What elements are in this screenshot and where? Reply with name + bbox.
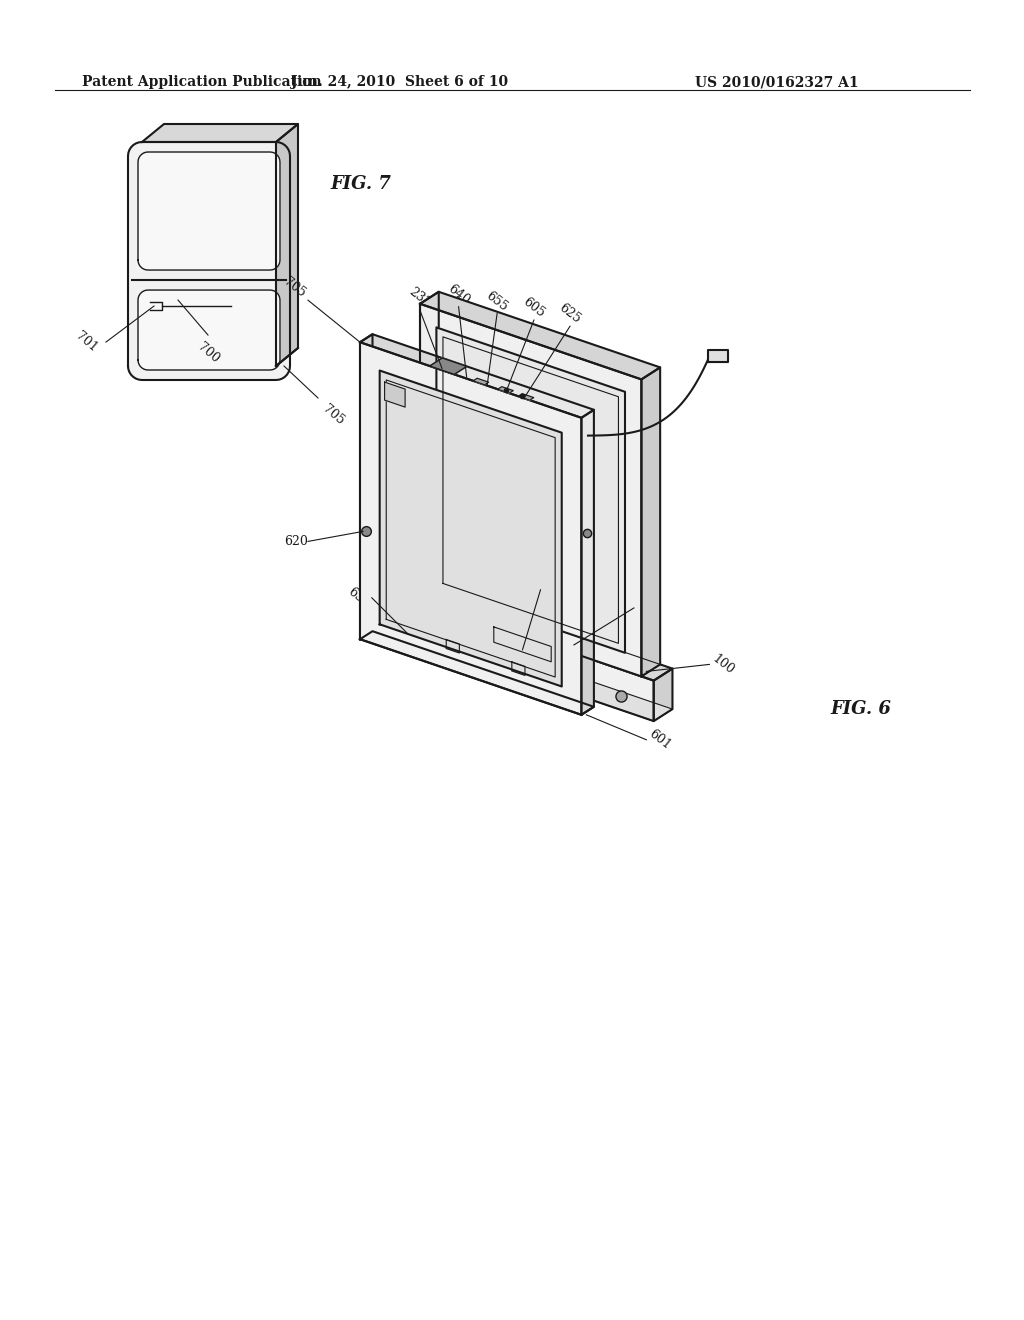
Polygon shape bbox=[641, 367, 660, 676]
Text: 620: 620 bbox=[284, 535, 308, 548]
Text: Jun. 24, 2010  Sheet 6 of 10: Jun. 24, 2010 Sheet 6 of 10 bbox=[292, 75, 509, 88]
Text: 705: 705 bbox=[319, 403, 346, 428]
Polygon shape bbox=[360, 334, 373, 639]
Polygon shape bbox=[360, 631, 594, 715]
Polygon shape bbox=[582, 409, 594, 715]
Polygon shape bbox=[138, 290, 280, 370]
Text: 605: 605 bbox=[520, 296, 548, 319]
Text: 635: 635 bbox=[345, 585, 372, 610]
Polygon shape bbox=[436, 327, 625, 653]
Text: FIG. 6: FIG. 6 bbox=[830, 700, 891, 718]
Polygon shape bbox=[408, 597, 653, 721]
Polygon shape bbox=[653, 669, 673, 721]
Polygon shape bbox=[473, 379, 488, 384]
Text: 300: 300 bbox=[634, 595, 660, 620]
Polygon shape bbox=[142, 124, 298, 143]
Text: Patent Application Publication: Patent Application Publication bbox=[82, 75, 322, 88]
Text: 232: 232 bbox=[407, 285, 433, 310]
Polygon shape bbox=[708, 350, 728, 362]
Polygon shape bbox=[420, 589, 660, 676]
Polygon shape bbox=[138, 152, 280, 271]
Polygon shape bbox=[360, 334, 594, 418]
Polygon shape bbox=[360, 342, 582, 715]
Polygon shape bbox=[430, 358, 467, 375]
Polygon shape bbox=[512, 661, 525, 676]
Text: 700: 700 bbox=[195, 341, 221, 366]
Text: 625: 625 bbox=[557, 301, 584, 326]
Text: 650: 650 bbox=[527, 565, 554, 590]
Text: 655: 655 bbox=[483, 289, 510, 314]
Text: 601: 601 bbox=[646, 727, 674, 752]
Polygon shape bbox=[420, 292, 660, 379]
Polygon shape bbox=[518, 393, 534, 400]
Polygon shape bbox=[494, 627, 551, 661]
Polygon shape bbox=[408, 626, 673, 721]
Polygon shape bbox=[498, 387, 513, 393]
Polygon shape bbox=[446, 639, 460, 653]
Polygon shape bbox=[380, 371, 562, 686]
Text: 705: 705 bbox=[282, 276, 308, 300]
Text: 640: 640 bbox=[445, 281, 472, 306]
Polygon shape bbox=[385, 381, 406, 407]
Polygon shape bbox=[408, 585, 673, 681]
Text: US 2010/0162327 A1: US 2010/0162327 A1 bbox=[695, 75, 859, 88]
Polygon shape bbox=[128, 143, 290, 380]
Polygon shape bbox=[420, 304, 641, 676]
Text: FIG. 7: FIG. 7 bbox=[330, 176, 391, 193]
Text: 100: 100 bbox=[710, 652, 736, 677]
Polygon shape bbox=[420, 292, 438, 601]
Text: 701: 701 bbox=[74, 330, 100, 355]
Polygon shape bbox=[276, 124, 298, 366]
